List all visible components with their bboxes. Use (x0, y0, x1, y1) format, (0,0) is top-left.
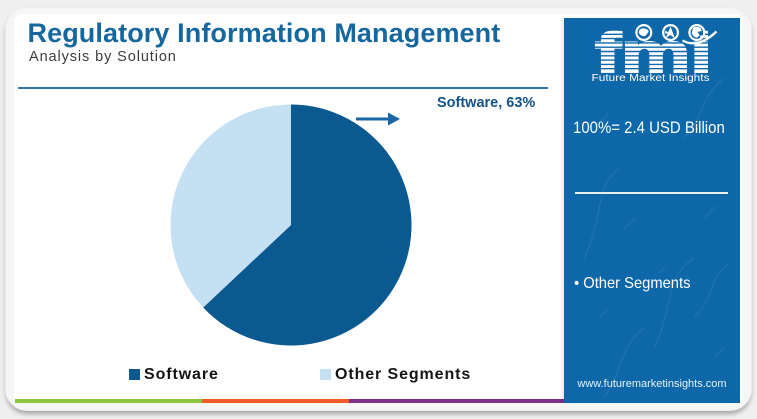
svg-text:Future Market Insights: Future Market Insights (592, 73, 710, 84)
